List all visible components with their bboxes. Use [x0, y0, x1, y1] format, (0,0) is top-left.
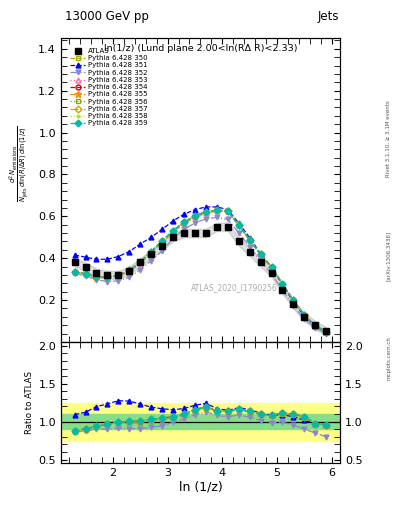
ATLAS — [105, 272, 110, 278]
ATLAS — [138, 259, 143, 265]
ATLAS — [83, 264, 88, 270]
Text: Jets: Jets — [317, 10, 339, 23]
Text: Rivet 3.1.10, ≥ 3.1M events: Rivet 3.1.10, ≥ 3.1M events — [386, 100, 391, 177]
ATLAS — [215, 224, 219, 230]
ATLAS — [94, 270, 99, 276]
ATLAS — [247, 249, 252, 255]
Text: 13000 GeV pp: 13000 GeV pp — [65, 10, 149, 23]
Legend: ATLAS, Pythia 6.428 350, Pythia 6.428 351, Pythia 6.428 352, Pythia 6.428 353, P: ATLAS, Pythia 6.428 350, Pythia 6.428 35… — [70, 48, 148, 126]
ATLAS — [313, 322, 318, 328]
ATLAS — [280, 287, 285, 293]
ATLAS — [302, 314, 307, 320]
ATLAS — [116, 272, 121, 278]
ATLAS — [204, 230, 208, 236]
Text: $\frac{d^{2}N_{\mathrm{emissions}}}{N_{\mathrm{jets}}\,d\ln(R/\Delta R)\,d\ln(1/: $\frac{d^{2}N_{\mathrm{emissions}}}{N_{\… — [8, 125, 31, 202]
Text: ATLAS_2020_I1790256: ATLAS_2020_I1790256 — [191, 283, 277, 292]
X-axis label: ln (1/z): ln (1/z) — [178, 481, 222, 494]
ATLAS — [160, 243, 165, 249]
ATLAS — [182, 230, 186, 236]
ATLAS — [72, 259, 77, 265]
Text: ln(1/z) (Lund plane 2.00<ln(RΔ R)<2.33): ln(1/z) (Lund plane 2.00<ln(RΔ R)<2.33) — [104, 45, 297, 53]
ATLAS — [236, 239, 241, 245]
ATLAS — [171, 234, 175, 240]
ATLAS — [324, 328, 329, 334]
Text: mcplots.cern.ch: mcplots.cern.ch — [386, 336, 391, 380]
Y-axis label: Ratio to ATLAS: Ratio to ATLAS — [25, 371, 34, 434]
Line: ATLAS: ATLAS — [72, 224, 329, 335]
ATLAS — [291, 301, 296, 307]
ATLAS — [149, 251, 154, 257]
ATLAS — [269, 270, 274, 276]
Bar — [61, 402, 340, 441]
Text: [arXiv:1306.3436]: [arXiv:1306.3436] — [386, 231, 391, 281]
Bar — [61, 414, 340, 429]
ATLAS — [193, 230, 197, 236]
ATLAS — [127, 268, 132, 274]
ATLAS — [258, 259, 263, 265]
ATLAS — [226, 224, 230, 230]
